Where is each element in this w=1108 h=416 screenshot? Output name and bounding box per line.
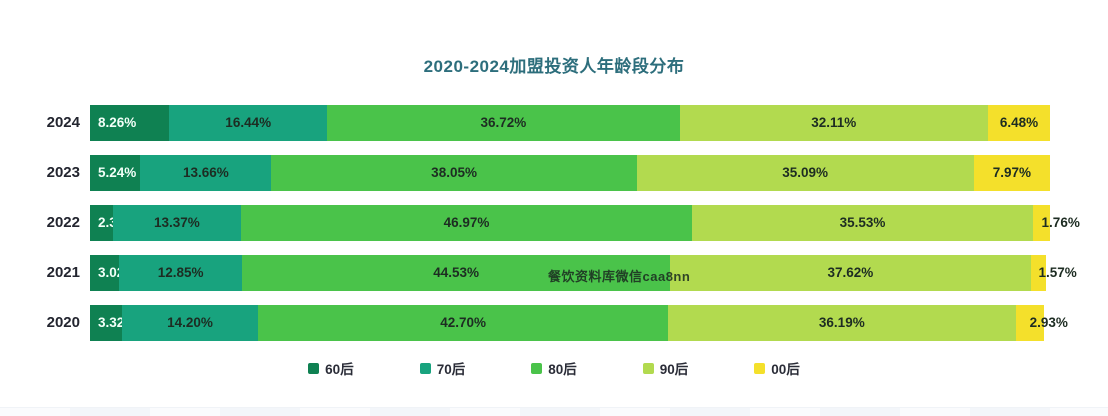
segment-value-label: 35.53% bbox=[839, 215, 886, 230]
legend-item: 70后 bbox=[419, 358, 466, 378]
bar-segment bbox=[679, 105, 988, 141]
bar-segment bbox=[121, 305, 259, 341]
segment-value-label: 14.20% bbox=[167, 315, 213, 330]
bar-segment bbox=[692, 205, 1034, 241]
bar-segment bbox=[169, 105, 328, 141]
segment-value-label: 13.37% bbox=[154, 215, 200, 230]
segment-value-label: 6.48% bbox=[999, 115, 1039, 130]
segment-value-label: 38.05% bbox=[431, 165, 477, 180]
segment-value-label: 12.85% bbox=[157, 265, 204, 280]
legend-label: 80后 bbox=[548, 362, 577, 377]
segment-value-label: 36.72% bbox=[480, 115, 527, 130]
chart-row: 2020 3.32% 14.20% 42.70% 36.19% 2.93% bbox=[0, 298, 1108, 348]
year-label: 2024 bbox=[46, 114, 80, 131]
chart-row: 2021 3.02% 12.85% 44.53% 37.62% 1.57% bbox=[0, 248, 1108, 298]
legend-swatch-icon bbox=[531, 362, 543, 374]
segment-value-label: 5.24% bbox=[98, 165, 137, 180]
bar-segment bbox=[987, 105, 1051, 141]
legend-swatch-icon bbox=[754, 362, 766, 374]
bar-track: 3.02% 12.85% 44.53% 37.62% 1.57% bbox=[90, 255, 1077, 291]
bar-segment bbox=[90, 155, 141, 191]
legend-item: 90后 bbox=[642, 358, 689, 378]
bar-segment bbox=[636, 155, 974, 191]
segment-value-label: 44.53% bbox=[433, 265, 479, 280]
bar-segment bbox=[90, 305, 122, 341]
bar-segment bbox=[90, 205, 113, 241]
chart-row: 2023 5.24% 13.66% 38.05% 35.09% 7.97% bbox=[0, 148, 1108, 198]
bar-segment bbox=[118, 255, 243, 291]
bar-track: 3.32% 14.20% 42.70% 36.19% 2.93% bbox=[90, 305, 1068, 341]
year-label: 2020 bbox=[46, 314, 80, 331]
legend-swatch-icon bbox=[642, 362, 654, 374]
segment-value-label: 36.19% bbox=[818, 315, 865, 330]
legend-label: 70后 bbox=[436, 362, 466, 377]
bar-track: 5.24% 13.66% 38.05% 35.09% 7.97% bbox=[90, 155, 1051, 191]
legend-swatch-icon bbox=[308, 362, 320, 374]
year-label: 2022 bbox=[46, 214, 80, 231]
bar-segment bbox=[668, 305, 1016, 341]
bar-segment bbox=[327, 105, 680, 141]
bar-track: 8.26% 16.44% 36.72% 32.11% 6.48% bbox=[90, 105, 1051, 141]
segment-value-label: 7.97% bbox=[992, 165, 1031, 180]
bar-segment bbox=[241, 205, 692, 241]
legend-item: 80后 bbox=[531, 358, 577, 378]
bar-segment bbox=[258, 305, 669, 341]
legend-item: 60后 bbox=[308, 358, 354, 378]
bar-segment bbox=[1015, 305, 1044, 341]
segment-value-label: 42.70% bbox=[440, 315, 487, 330]
bar-segment bbox=[90, 255, 119, 291]
year-label: 2021 bbox=[46, 264, 80, 281]
segment-value-label: 13.66% bbox=[182, 165, 229, 180]
chart-title: 2020-2024加盟投资人年龄段分布 bbox=[423, 57, 685, 76]
bar-segment bbox=[242, 255, 670, 291]
segment-value-label: 1.76% bbox=[1041, 215, 1080, 230]
legend-label: 90后 bbox=[659, 362, 689, 377]
bar-segment bbox=[140, 155, 272, 191]
bar-segment bbox=[973, 155, 1051, 191]
footer-strip bbox=[0, 407, 1108, 416]
segment-value-label: 2.93% bbox=[1029, 315, 1068, 330]
bar-segment bbox=[271, 155, 637, 191]
legend-item: 00后 bbox=[754, 358, 800, 378]
bar-segment bbox=[1033, 205, 1050, 241]
chart-row: 20222.37%13.37%46.97%35.53%1.76% bbox=[0, 198, 1108, 248]
bar-segment bbox=[90, 105, 170, 141]
bar-track: 2.37%13.37%46.97%35.53%1.76% bbox=[90, 205, 1080, 241]
bar-segment bbox=[112, 205, 242, 241]
segment-value-label: 8.26% bbox=[98, 115, 137, 130]
segment-value-label: 32.11% bbox=[811, 115, 857, 130]
legend-label: 00后 bbox=[771, 362, 800, 377]
chart-row: 2024 8.26% 16.44% 36.72% 32.11% 6.48% bbox=[0, 98, 1108, 148]
chart-rows: 2024 8.26% 16.44% 36.72% 32.11% 6.48% 2023 5.24… bbox=[0, 98, 1108, 348]
chart-legend: 60后 70后 80后 90后 00后 bbox=[0, 358, 1108, 378]
segment-value-label: 37.62% bbox=[827, 265, 874, 280]
year-label: 2023 bbox=[46, 164, 80, 181]
legend-label: 60后 bbox=[325, 362, 354, 377]
segment-value-label: 35.09% bbox=[782, 165, 829, 180]
segment-value-label: 16.44% bbox=[225, 115, 272, 130]
legend-swatch-icon bbox=[419, 362, 431, 374]
segment-value-label: 1.57% bbox=[1038, 265, 1077, 280]
segment-value-label: 46.97% bbox=[443, 215, 490, 230]
bar-segment bbox=[1030, 255, 1047, 291]
bar-segment bbox=[669, 255, 1031, 291]
